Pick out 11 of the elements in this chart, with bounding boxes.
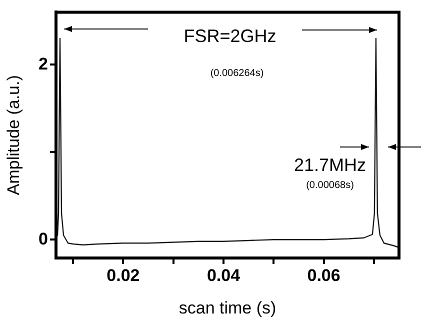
annotation: FSR=2GHz: [184, 26, 276, 46]
annotation: 21.7MHz: [294, 154, 366, 175]
y-tick-label: 2: [38, 54, 48, 74]
annotation: (0.00068s): [306, 180, 354, 191]
x-tick-label: 0.06: [307, 266, 340, 285]
x-tick-label: 0.02: [106, 266, 140, 285]
x-axis-title: scan time (s): [178, 298, 276, 318]
y-axis-title: Amplitude (a.u.): [4, 75, 23, 196]
x-tick-label: 0.04: [206, 266, 241, 285]
annotation: (0.006264s): [210, 68, 264, 79]
y-tick-label: 0: [38, 229, 48, 248]
